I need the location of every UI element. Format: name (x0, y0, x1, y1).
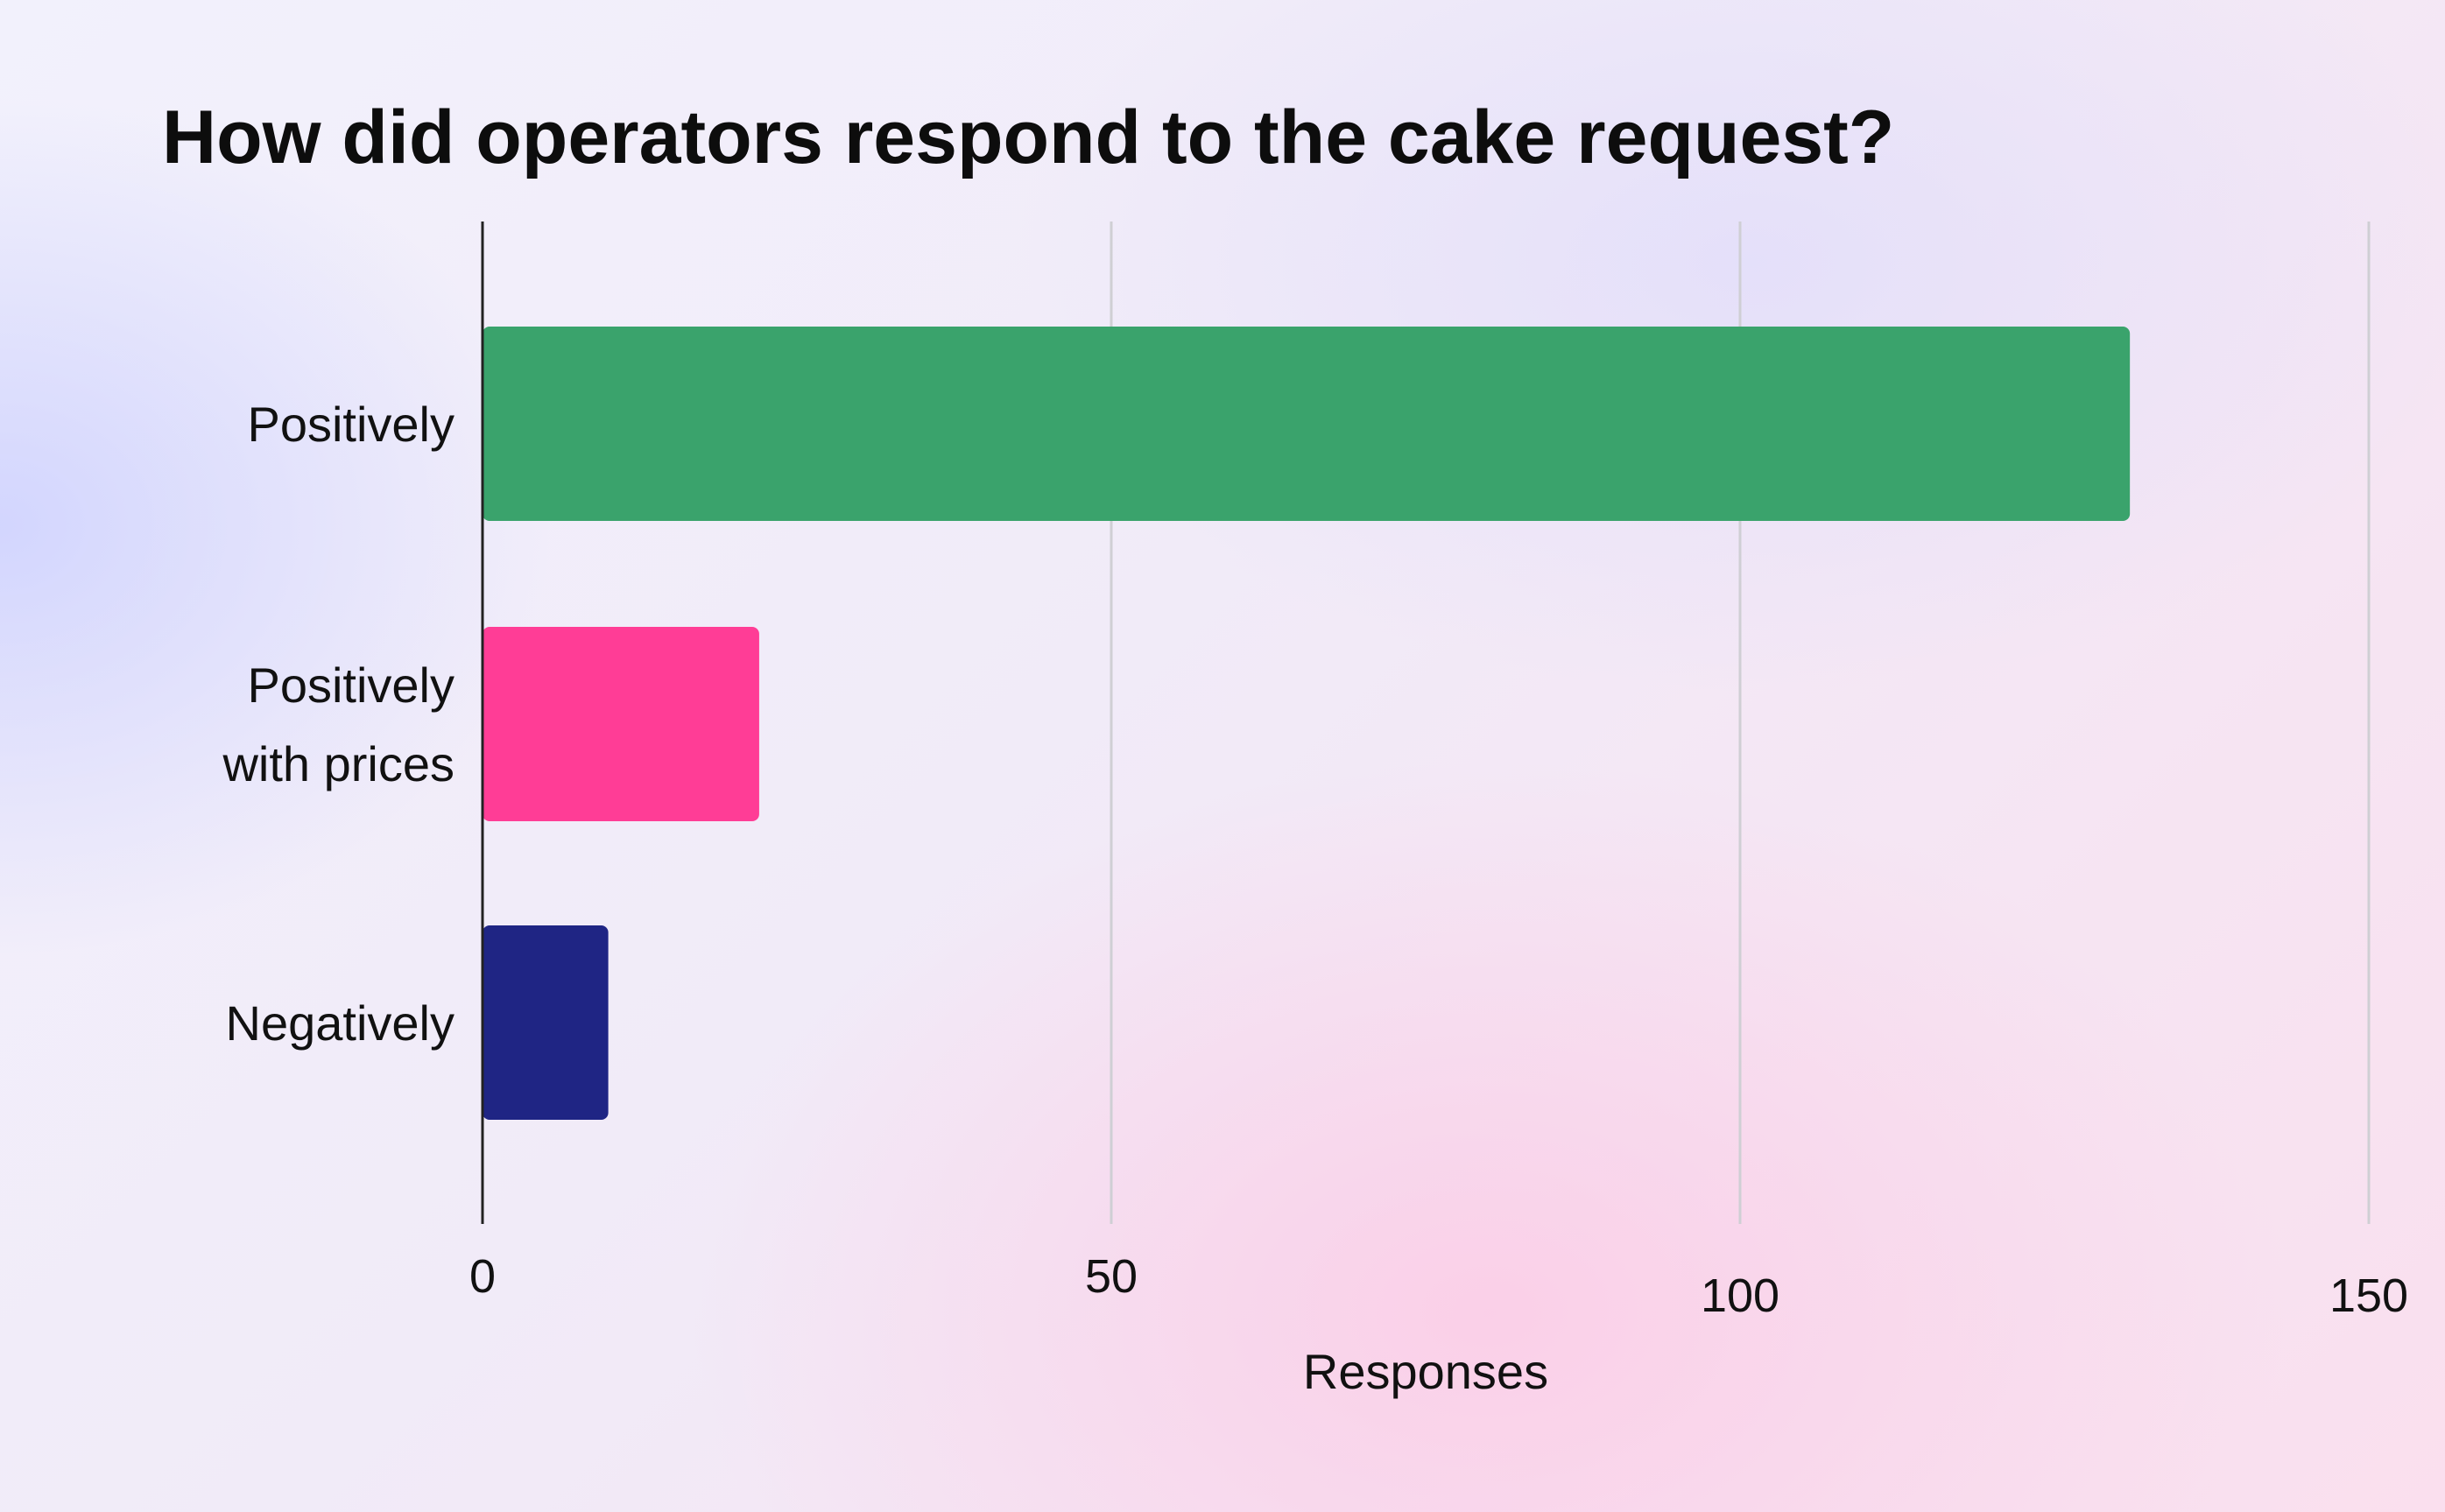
category-label: Positively (247, 397, 454, 452)
x-tick-label: 0 (469, 1250, 496, 1303)
x-tick-label: 100 (1701, 1269, 1779, 1322)
bar (483, 925, 609, 1120)
chart-title: How did operators respond to the cake re… (162, 95, 1895, 179)
category-label: Positively (247, 658, 454, 713)
x-tick-label: 150 (2329, 1269, 2408, 1322)
x-axis-title: Responses (1303, 1344, 1548, 1399)
x-tick-labels: 0 50 100 150 (469, 1250, 2408, 1322)
bar (483, 327, 2131, 521)
bar (483, 627, 759, 821)
bars (483, 327, 2131, 1120)
category-labels: Positively Positively with prices Negativel… (222, 397, 454, 1051)
category-label: with prices (222, 736, 454, 791)
category-label: Negatively (226, 995, 454, 1051)
x-tick-label: 50 (1085, 1250, 1138, 1303)
